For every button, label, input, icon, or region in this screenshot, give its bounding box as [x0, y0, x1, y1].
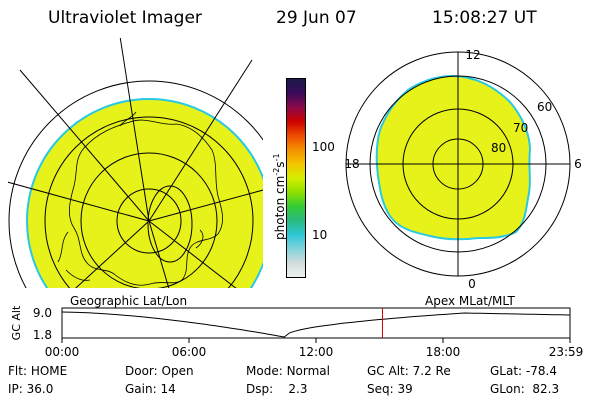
status-glon: GLon: 82.3 — [490, 382, 560, 396]
status-ip: IP: 36.0 — [8, 382, 54, 396]
status-gain: Gain: 14 — [125, 382, 176, 396]
status-seq: Seq: 39 — [367, 382, 413, 396]
altitude-ylabel: GC Alt — [10, 305, 23, 340]
status-glat: GLat: -78.4 — [490, 364, 557, 378]
mlt-label-6: 6 — [574, 157, 582, 171]
xtick-0600: 06:00 — [172, 345, 207, 359]
continent-outline — [57, 111, 223, 286]
instrument-title: Ultraviolet Imager — [48, 8, 202, 28]
altitude-curve — [61, 311, 571, 338]
status-mode: Mode: Normal — [246, 364, 330, 378]
latlon-grid — [8, 38, 263, 288]
image-time: 15:08:27 UT — [432, 8, 537, 28]
mlt-label-12: 12 — [465, 48, 480, 62]
mlat-ring-70: 70 — [513, 121, 528, 135]
xtick-2359: 23:59 — [549, 345, 584, 359]
geographic-label: Geographic Lat/Lon — [70, 294, 188, 308]
mlt-label-0: 0 — [468, 277, 476, 291]
mlat-ring-80: 80 — [491, 141, 506, 155]
colorbar-tick-10: 10 — [312, 228, 328, 242]
status-gc-alt: GC Alt: 7.2 Re — [367, 364, 451, 378]
status-dsp: Dsp: 2.3 — [246, 382, 308, 396]
image-date: 29 Jun 07 — [276, 8, 357, 28]
xtick-1200: 12:00 — [299, 345, 334, 359]
mlat-ring-60: 60 — [537, 100, 552, 114]
apex-label: Apex MLat/MLT — [425, 294, 515, 308]
xtick-0000: 00:00 — [45, 345, 80, 359]
mlt-label-18: 18 — [344, 157, 359, 171]
colorbar-tick-100: 100 — [312, 140, 335, 154]
colorbar — [286, 78, 306, 278]
ytick-9: 9.0 — [33, 306, 52, 320]
status-flt: Flt: HOME — [8, 364, 68, 378]
ytick-1.8: 1.8 — [33, 328, 52, 342]
xtick-1800: 18:00 — [426, 345, 461, 359]
status-door: Door: Open — [125, 364, 194, 378]
